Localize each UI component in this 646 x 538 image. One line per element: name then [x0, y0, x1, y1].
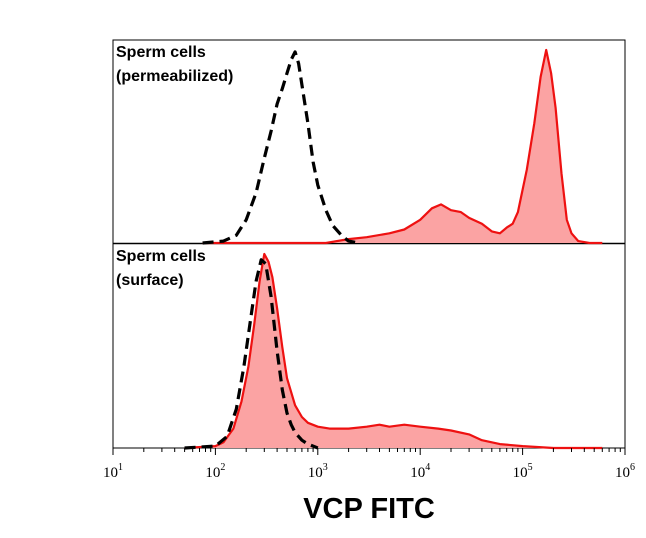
x-axis: 101 102 103 104 105 106	[103, 448, 635, 481]
panel-2-stain-fill	[184, 254, 603, 448]
panel-1-stain-line	[202, 48, 603, 245]
panel-1-label-line-1: Sperm cells	[116, 44, 206, 61]
panel-2-label-line-1: Sperm cells	[116, 248, 206, 265]
x-tick-label: 101	[103, 462, 123, 481]
x-tick-label: 104	[410, 462, 430, 481]
x-tick-label: 105	[513, 462, 533, 481]
x-tick-label: 102	[205, 462, 225, 481]
panel-1-label-line-2: (permeabilized)	[116, 68, 233, 85]
panel-labels: Sperm cells (permeabilized) Sperm cells …	[116, 44, 233, 289]
series-layer	[184, 48, 603, 450]
x-axis-title: VCP FITC	[303, 493, 435, 525]
panel-1-stain-fill	[202, 50, 603, 243]
panel-1-control-line	[202, 50, 359, 245]
panel-2-label-line-2: (surface)	[116, 272, 184, 289]
x-tick-label: 106	[615, 462, 635, 481]
panel-2-control-line	[184, 258, 319, 450]
panel-2-stain-line	[184, 252, 603, 450]
x-tick-label: 103	[308, 462, 328, 481]
